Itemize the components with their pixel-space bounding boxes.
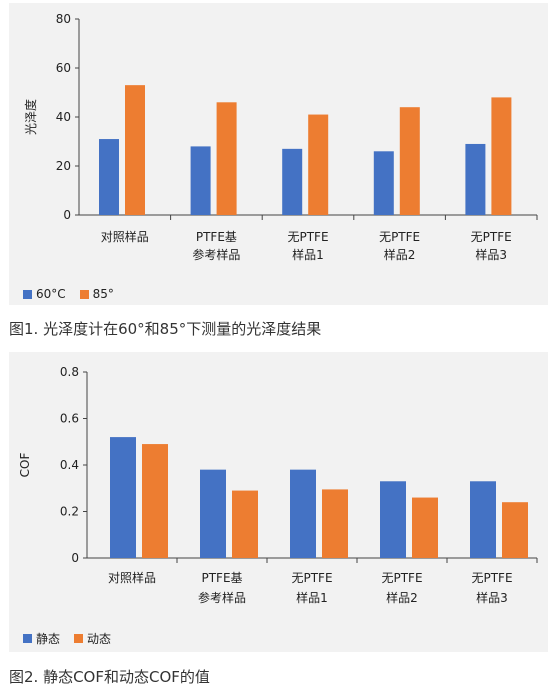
gloss-category-label: 对照样品 [101, 229, 149, 244]
gloss-y-axis-title: 光泽度 [23, 99, 38, 135]
cof-y-tick-label: 0.8 [60, 365, 79, 379]
cof-bar-series2 [502, 502, 528, 558]
legend-swatch [23, 289, 32, 299]
cof-category-label: PTFE基 [201, 571, 242, 585]
cof-category-label: 样品1 [296, 590, 328, 605]
cof-legend: 静态 动态 [23, 630, 125, 647]
gloss-bar-series2 [399, 107, 420, 215]
gloss-category-label: 无PTFE [379, 230, 420, 244]
cof-bar-series1 [110, 437, 136, 558]
legend-swatch [74, 634, 84, 643]
cof-bar-series2 [412, 497, 438, 558]
cof-category-label: 无PTFE [291, 571, 332, 585]
legend-swatch [23, 634, 32, 643]
gloss-category-label: 样品3 [475, 247, 507, 262]
cof-category-label: 参考样品 [198, 590, 246, 605]
chart-panel-cof: 0 0.2 0.4 0.6 0.8 COF 对照样品 PTFE基参考样品 无PTFE 样品1 无PT… [9, 352, 548, 652]
gloss-category-label: 样品2 [384, 247, 416, 262]
cof-y-tick-label: 0.6 [60, 412, 79, 426]
gloss-category-label: 参考样品 [192, 247, 240, 262]
figure-2-caption: 图2. 静态COF和动态COF的值 [9, 668, 210, 686]
gloss-bar-series2 [216, 102, 237, 215]
cof-category-label: 无PTFE [471, 571, 512, 585]
cof-category-label: 样品3 [476, 590, 508, 605]
cof-bar-series1 [290, 469, 316, 558]
gloss-bar-series1 [282, 148, 303, 215]
legend-label: 85° [92, 287, 114, 301]
cof-bar-series1 [470, 481, 496, 558]
legend-item: 静态 [23, 630, 60, 647]
legend-item: 60°C [23, 287, 66, 301]
cof-category-label: 无PTFE [381, 571, 422, 585]
cof-y-tick-label: 0.4 [60, 458, 79, 472]
figure-1-caption: 图1. 光泽度计在60°和85°下测量的光泽度结果 [9, 320, 322, 338]
legend-item: 动态 [74, 630, 111, 647]
legend-item: 85° [79, 287, 114, 301]
gloss-bar-series1 [99, 139, 119, 215]
cof-bar-series1 [380, 481, 406, 558]
cof-bar-series2 [232, 490, 258, 558]
cof-category-label: 对照样品 [108, 570, 156, 585]
gloss-bar-series1 [373, 151, 394, 215]
cof-category-label: 样品2 [386, 590, 418, 605]
gloss-bar-series1 [465, 143, 486, 215]
gloss-y-tick-label: 0 [63, 208, 71, 222]
gloss-bar-series2 [491, 97, 512, 215]
legend-label: 动态 [87, 632, 112, 646]
gloss-bar-series1 [190, 146, 211, 215]
cof-y-tick-label: 0.2 [60, 505, 79, 519]
gloss-y-tick-label: 20 [56, 159, 71, 173]
cof-bar-series2 [142, 444, 168, 558]
gloss-bar-series2 [125, 85, 145, 216]
cof-y-axis-title: COF [18, 453, 32, 478]
legend-label: 60°C [36, 287, 66, 301]
cof-bar-series2 [322, 489, 348, 558]
gloss-y-tick-label: 40 [56, 110, 71, 124]
gloss-category-label: 无PTFE [287, 230, 328, 244]
chart-panel-gloss: 0 20 40 60 80 光泽度对照样品 PTFE基参考样品 无PTFE 样品1 无PTFE 样品… [9, 3, 548, 305]
legend-label: 静态 [36, 632, 61, 646]
cof-y-tick-label: 0 [71, 551, 79, 565]
gloss-y-tick-label: 80 [56, 12, 71, 26]
gloss-category-label: PTFE基 [196, 230, 237, 244]
gloss-category-label: 无PTFE [471, 230, 512, 244]
gloss-y-tick-label: 60 [56, 61, 71, 75]
gloss-bar-series2 [308, 114, 329, 215]
gloss-category-label: 样品1 [292, 247, 324, 262]
legend-swatch [79, 289, 89, 299]
cof-bar-series1 [200, 469, 226, 558]
gloss-legend: 60°C 85° [23, 287, 128, 301]
